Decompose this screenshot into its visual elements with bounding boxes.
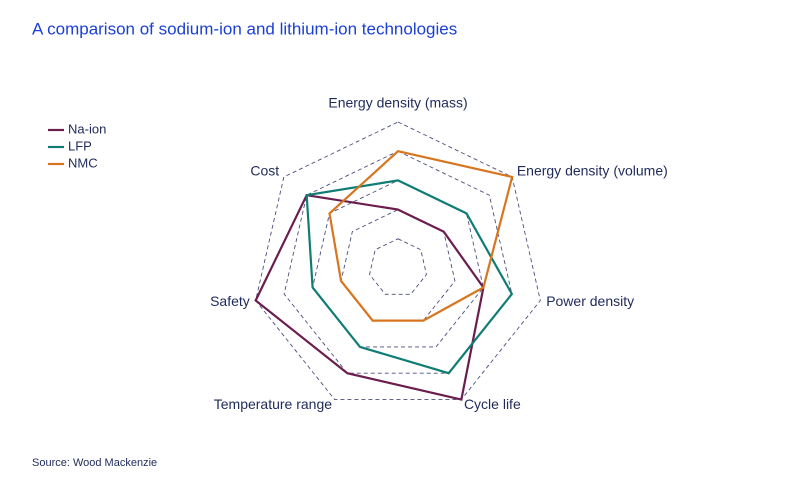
axis-label: Energy density (mass) bbox=[328, 95, 467, 111]
grid-ring bbox=[369, 238, 427, 295]
source: Source: Wood Mackenzie bbox=[32, 457, 157, 469]
grid-ring bbox=[312, 179, 484, 348]
series-polygon bbox=[305, 179, 514, 375]
legend-label: Na-ion bbox=[68, 121, 106, 136]
axis-label: Cycle life bbox=[464, 396, 521, 412]
axis-label: Power density bbox=[546, 293, 634, 309]
legend-label: NMC bbox=[68, 155, 98, 170]
chart-title: A comparison of sodium-ion and lithium-i… bbox=[32, 19, 457, 38]
grid-ring bbox=[283, 150, 513, 374]
axis-label: Energy density (volume) bbox=[517, 163, 668, 179]
legend-label: LFP bbox=[68, 138, 92, 153]
axis-label: Safety bbox=[210, 293, 250, 309]
axis-label: Temperature range bbox=[214, 396, 333, 412]
series-polygon bbox=[328, 150, 514, 322]
series-polygon bbox=[254, 193, 485, 401]
grid-ring bbox=[255, 121, 541, 400]
axis-label: Cost bbox=[250, 163, 279, 179]
